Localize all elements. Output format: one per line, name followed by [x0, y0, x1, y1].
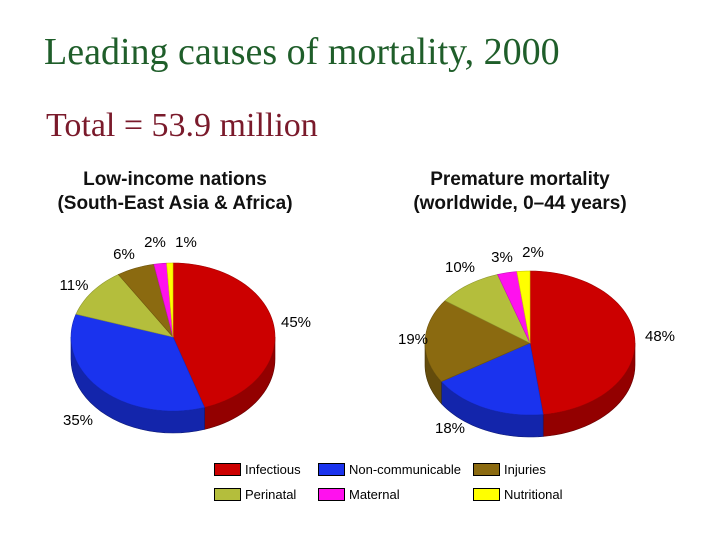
slice-label-perinatal: 10%: [445, 259, 475, 276]
slice-label-nutritional: 1%: [175, 234, 197, 251]
pie-slice-infectious: [529, 270, 636, 415]
pie-slice-nutritional: [516, 270, 531, 344]
chart-title-premature: Premature mortality (worldwide, 0–44 yea…: [375, 168, 665, 216]
legend-swatch: [473, 463, 500, 476]
legend-label: Injuries: [504, 462, 546, 477]
legend-item-injuries: Injuries: [473, 462, 546, 477]
slice-label-infectious: 48%: [645, 328, 675, 345]
chart-title-line: (worldwide, 0–44 years): [413, 193, 627, 214]
pie-chart-2: 48% 18% 19% 10% 3% 2%: [398, 244, 675, 438]
legend-label: Infectious: [245, 462, 301, 477]
legend-item-perinatal: Perinatal: [214, 487, 296, 502]
pie-chart-1: 45% 35% 11% 6% 2% 1%: [60, 234, 311, 434]
slice-label-injuries: 6%: [113, 246, 135, 263]
legend-swatch: [318, 463, 345, 476]
slice-label-non-communicable: 18%: [435, 420, 465, 437]
legend-item-infectious: Infectious: [214, 462, 301, 477]
legend-swatch: [214, 463, 241, 476]
legend-label: Non-communicable: [349, 462, 461, 477]
slice-label-perinatal: 11%: [60, 277, 89, 294]
slice-label-maternal: 2%: [144, 234, 166, 251]
legend-swatch: [318, 488, 345, 501]
slice-label-non-communicable: 35%: [63, 412, 93, 429]
legend-label: Nutritional: [504, 487, 563, 502]
legend-item-maternal: Maternal: [318, 487, 400, 502]
legend: Infectious Non-communicable Injuries Per…: [210, 460, 710, 510]
legend-item-non-communicable: Non-communicable: [318, 462, 461, 477]
legend-label: Maternal: [349, 487, 400, 502]
pie-slice-injuries: [424, 300, 531, 382]
chart-title-line: Premature mortality: [430, 169, 610, 190]
pie-slice-infectious: [172, 262, 276, 408]
legend-label: Perinatal: [245, 487, 297, 502]
slide-title: Leading causes of mortality, 2000: [44, 31, 560, 73]
slice-label-maternal: 3%: [491, 249, 513, 266]
pie-slice-non-communicable: [440, 342, 544, 416]
legend-swatch: [214, 488, 241, 501]
pie-slice-perinatal: [444, 274, 531, 344]
slice-label-nutritional: 2%: [522, 244, 544, 261]
pie-slice-non-communicable: [70, 313, 205, 412]
chart-title-line: (South-East Asia & Africa): [57, 193, 293, 214]
pie-slice-nutritional: [166, 262, 174, 338]
pie-slice-perinatal: [75, 274, 174, 338]
slice-label-injuries: 19%: [398, 331, 428, 348]
chart-title-low-income: Low-income nations (South-East Asia & Af…: [20, 168, 330, 216]
chart-title-line: Low-income nations: [83, 169, 267, 190]
legend-item-nutritional: Nutritional: [473, 487, 563, 502]
slide-subtitle: Total = 53.9 million: [46, 107, 318, 144]
legend-swatch: [473, 488, 500, 501]
pie-slice-injuries: [117, 263, 174, 338]
slice-label-infectious: 45%: [281, 314, 311, 331]
